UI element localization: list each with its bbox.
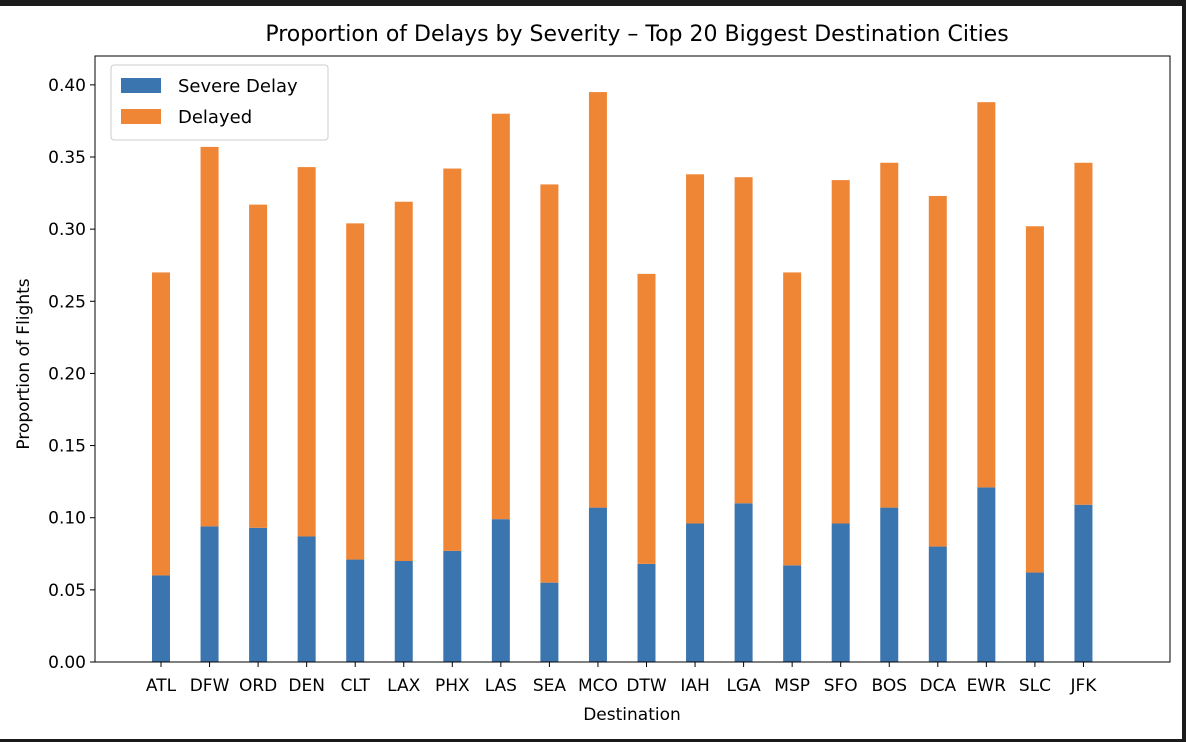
y-tick-label: 0.10 [48,509,86,529]
x-tick-label-las: LAS [485,676,517,696]
x-tick-label-dtw: DTW [626,676,666,696]
y-tick-label: 0.40 [48,76,86,96]
x-tick-label-dfw: DFW [190,676,230,696]
legend-label-delayed: Delayed [178,107,252,128]
bar-severe-delay-atl [152,575,170,662]
y-tick-label: 0.15 [48,437,86,457]
y-axis-ticks: 0.00 0.05 0.10 0.15 0.20 0.25 0.30 0.35 0.40 [48,76,95,673]
y-axis-label: Proportion of Flights [14,278,34,449]
bar-delayed-dtw [637,273,656,564]
bar-delayed-bos [880,162,899,508]
plot-area-frame [94,55,1171,663]
bar-severe-delay-slc [1025,572,1044,662]
y-tick-label: 0.25 [48,292,86,312]
bar-severe-delay-iah [686,523,705,662]
bar-delayed-mco [588,92,607,508]
x-tick-label-ewr: EWR [967,676,1007,696]
bar-severe-delay-sea [540,582,559,662]
x-tick-label-clt: CLT [341,676,371,696]
y-tick-label: 0.20 [48,364,86,384]
bar-severe-delay-dtw [637,563,656,662]
bar-severe-delay-sfo [831,523,850,662]
bar-delayed-atl [152,272,170,576]
x-tick-label-slc: SLC [1019,676,1051,696]
bar-severe-delay-mco [588,507,607,662]
y-tick-label: 0.05 [48,581,86,601]
x-tick-label-msp: MSP [774,676,810,696]
bar-delayed-phx [443,168,462,551]
y-tick-label: 0.35 [48,148,86,168]
bars-group [152,92,1093,662]
legend-swatch-severe-delay [121,78,161,93]
x-tick-label-jfk: JFK [1069,676,1097,696]
bar-delayed-lga [734,177,753,504]
x-axis-ticks: ATL DFW ORD DEN CLT LAX PHX LAS SEA MCO DTW IAH LGA M… [146,662,1097,696]
bar-severe-delay-lga [734,503,753,662]
bar-delayed-las [491,113,510,520]
bar-delayed-dfw [200,146,219,527]
bar-severe-delay-msp [783,565,802,662]
bar-severe-delay-las [491,519,510,662]
bar-severe-delay-dca [928,546,947,662]
x-tick-label-iah: IAH [680,676,709,696]
bar-delayed-sea [540,184,559,583]
x-tick-label-sfo: SFO [824,676,858,696]
bar-delayed-den [297,167,316,537]
bar-delayed-clt [346,223,365,560]
bar-delayed-msp [783,272,802,566]
bar-delayed-sfo [831,180,850,524]
legend-box [110,64,329,141]
x-tick-label-lga: LGA [726,676,761,696]
bar-delayed-ewr [977,102,996,488]
legend: Severe Delay Delayed [110,64,329,141]
figure-canvas: Proportion of Delays by Severity – Top 2… [0,6,1182,739]
x-axis-label: Destination [583,705,681,725]
bar-severe-delay-den [297,536,316,662]
bar-delayed-iah [686,174,705,524]
x-tick-label-ord: ORD [239,676,277,696]
y-tick-label: 0.30 [48,220,86,240]
x-tick-label-sea: SEA [533,676,567,696]
bar-delayed-jfk [1074,162,1093,505]
x-tick-label-bos: BOS [871,676,907,696]
legend-label-severe-delay: Severe Delay [178,76,298,97]
bar-severe-delay-bos [880,507,899,662]
x-tick-label-lax: LAX [387,676,420,696]
x-tick-label-atl: ATL [146,676,177,696]
y-tick-label: 0.00 [48,653,86,673]
bar-delayed-lax [394,201,413,562]
bar-severe-delay-lax [394,561,413,662]
chart-title: Proportion of Delays by Severity – Top 2… [265,22,1008,47]
x-tick-label-phx: PHX [435,676,470,696]
bar-severe-delay-ord [249,527,268,662]
bar-delayed-dca [928,195,947,547]
bar-delayed-slc [1025,226,1044,573]
bar-delayed-ord [249,204,268,528]
x-tick-label-dca: DCA [920,676,957,696]
bar-severe-delay-dfw [200,526,219,662]
bar-severe-delay-ewr [977,487,996,662]
legend-swatch-delayed [121,109,161,124]
stacked-bar-chart: Proportion of Delays by Severity – Top 2… [14,22,1171,725]
bar-severe-delay-jfk [1074,504,1093,662]
x-tick-label-mco: MCO [578,676,618,696]
bar-severe-delay-phx [443,550,462,662]
x-tick-label-den: DEN [288,676,325,696]
bar-severe-delay-clt [346,559,365,662]
